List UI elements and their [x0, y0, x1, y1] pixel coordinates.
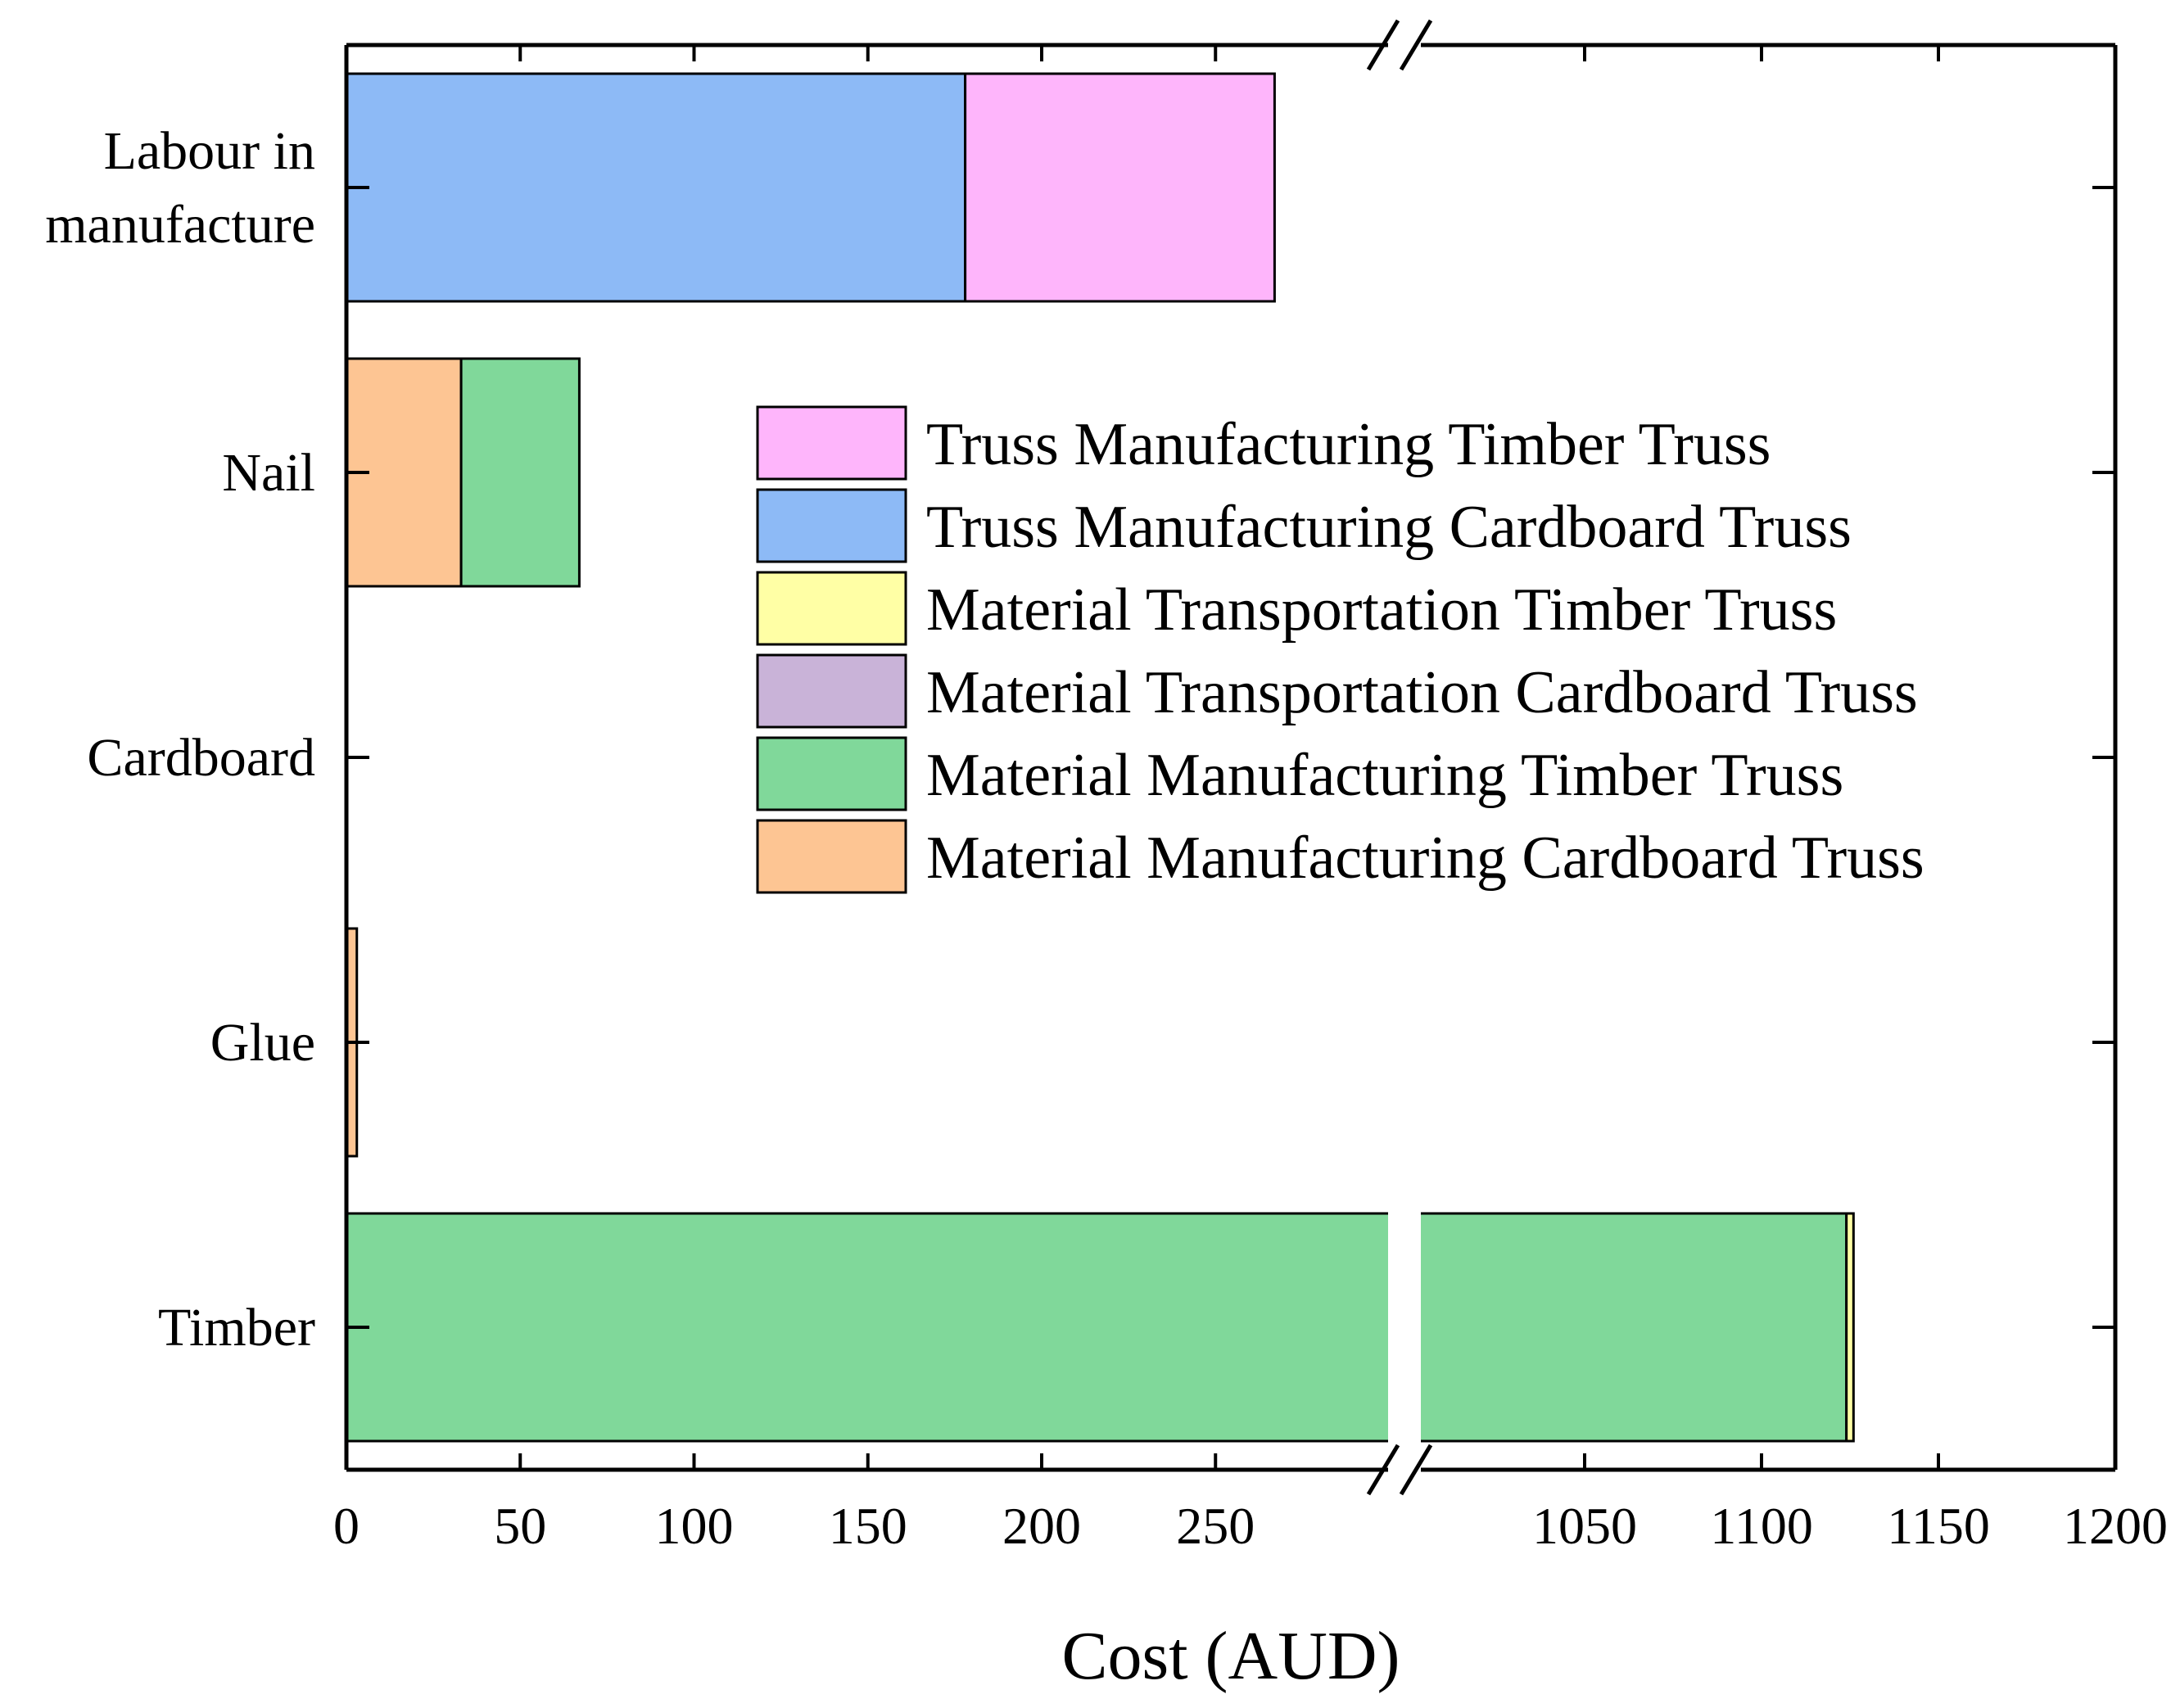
legend-label: Truss Manufacturing Cardboard Truss [926, 494, 1852, 561]
legend-label: Material Transportation Timber Truss [926, 576, 1837, 644]
axis-break-mark-bottom-1 [1399, 1444, 1433, 1496]
bar-material-manufacturing-timber-truss-1 [459, 357, 581, 588]
y-category-label: manufacture [45, 195, 315, 255]
x-tick-label: 50 [494, 1497, 546, 1555]
y-category-label: Cardboard [87, 728, 315, 788]
legend-swatch-truss-manufacturing-timber-truss [756, 405, 907, 481]
x-tick-label: 1050 [1532, 1497, 1637, 1555]
legend-swatch-material-transportation-timber-truss [756, 571, 907, 646]
legend-swatch-material-transportation-cardboard-truss [756, 653, 907, 729]
bar-truss-manufacturing-timber-truss-0 [964, 72, 1276, 303]
legend: Truss Manufacturing Timber Truss Truss Ma… [756, 405, 1924, 894]
axis-break-mark-bottom-0 [1366, 1444, 1400, 1496]
legend-swatch-truss-manufacturing-cardboard-truss [756, 488, 907, 563]
x-tick-label: 150 [829, 1497, 907, 1555]
bar-material-manufacturing-timber-truss-4 [345, 1212, 1848, 1443]
x-tick-label: 200 [1002, 1497, 1081, 1555]
y-category-label: Timber [158, 1298, 315, 1358]
x-tick-label: 100 [655, 1497, 734, 1555]
plot-frame [344, 19, 2118, 1496]
x-tick-label: 1150 [1887, 1497, 1990, 1555]
y-category-label: Labour in [104, 121, 315, 181]
ticks-layer: 0 50 100 150 200 250 1050 1100 1150 1200 Labour in… [45, 45, 2168, 1555]
x-tick-label: 0 [333, 1497, 360, 1555]
y-category-label: Nail [222, 443, 315, 503]
x-tick-label: 1100 [1710, 1497, 1813, 1555]
legend-label: Material Manufacturing Timber Truss [926, 742, 1843, 809]
x-axis-title: Cost (AUD) [1062, 1618, 1400, 1694]
bar-material-transportation-timber-truss-4 [1845, 1212, 1855, 1443]
y-category-label: Glue [210, 1013, 315, 1073]
legend-label: Truss Manufacturing Timber Truss [926, 411, 1771, 478]
legend-swatch-material-manufacturing-timber-truss [756, 736, 907, 811]
x-tick-label: 250 [1176, 1497, 1255, 1555]
x-tick-label: 1200 [2063, 1497, 2168, 1555]
legend-label: Material Transportation Cardboard Truss [926, 659, 1918, 726]
bars-layer [345, 72, 1855, 1443]
axis-break-gap [1388, 40, 1421, 1475]
legend-swatch-material-manufacturing-cardboard-truss [756, 819, 907, 894]
bar-truss-manufacturing-cardboard-truss-0 [345, 72, 967, 303]
legend-label: Material Manufacturing Cardboard Truss [926, 825, 1924, 892]
axis-break-mark-top-1 [1399, 19, 1433, 71]
axis-break-mark-top-0 [1366, 19, 1400, 71]
